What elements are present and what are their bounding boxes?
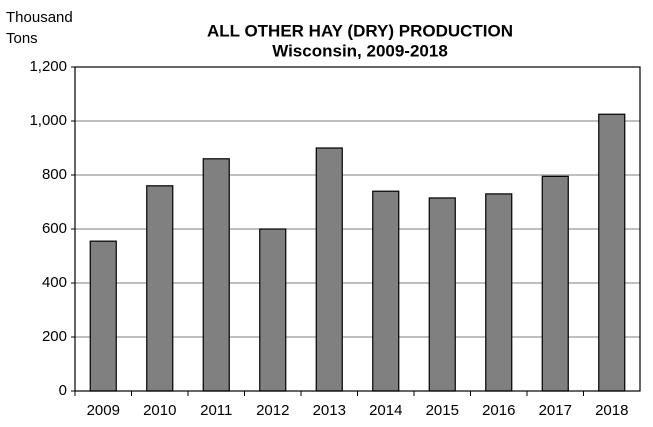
x-tick-label: 2014 [369, 402, 402, 419]
y-tick-label: 400 [42, 274, 67, 291]
y-tick-label: 1,000 [29, 112, 67, 129]
x-tick-label: 2011 [200, 402, 232, 419]
x-tick-label: 2017 [539, 402, 572, 419]
x-tick-label: 2012 [256, 402, 289, 419]
chart-subtitle: Wisconsin, 2009-2018 [272, 41, 448, 60]
bar [89, 240, 117, 392]
y-tick-label: 200 [42, 328, 67, 345]
bar [202, 158, 230, 392]
bar [259, 228, 287, 392]
y-tick-label: 600 [42, 220, 67, 237]
y-tick-label: 1,200 [29, 58, 67, 75]
bar [485, 193, 513, 392]
x-tick-label: 2010 [143, 402, 176, 419]
plot-border [74, 66, 641, 392]
bar [428, 197, 456, 392]
x-tick-label: 2016 [482, 402, 515, 419]
bar [146, 185, 174, 392]
bar [315, 147, 343, 392]
y-axis-label: Thousand [6, 9, 73, 26]
y-tick-label: 0 [59, 382, 67, 399]
bar [372, 190, 400, 392]
x-tick-label: 2009 [87, 402, 120, 419]
bar [598, 113, 626, 392]
x-tick-label: 2015 [426, 402, 459, 419]
y-tick-label: 800 [42, 166, 67, 183]
y-axis-label: Tons [6, 30, 38, 47]
chart-title: ALL OTHER HAY (DRY) PRODUCTION [207, 21, 513, 40]
x-tick-label: 2018 [595, 402, 628, 419]
bar [541, 175, 569, 392]
x-tick-label: 2013 [313, 402, 346, 419]
